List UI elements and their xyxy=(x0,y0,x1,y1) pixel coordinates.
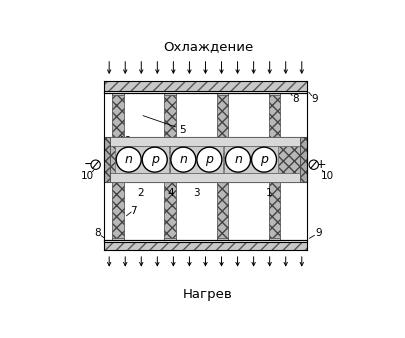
Bar xyxy=(106,173,304,183)
Circle shape xyxy=(91,160,100,169)
Bar xyxy=(106,137,304,146)
Text: +: + xyxy=(314,158,325,171)
Text: 2: 2 xyxy=(137,188,143,198)
Text: 1: 1 xyxy=(265,188,272,198)
Circle shape xyxy=(116,147,141,172)
Bar xyxy=(268,93,279,137)
Bar xyxy=(300,137,306,183)
Text: p: p xyxy=(260,153,267,166)
Text: 10: 10 xyxy=(80,171,94,181)
Bar xyxy=(216,93,228,137)
Bar xyxy=(216,238,228,242)
Text: p: p xyxy=(150,153,158,166)
Circle shape xyxy=(308,160,318,169)
Bar xyxy=(112,238,124,242)
Bar xyxy=(112,93,124,137)
Text: 6: 6 xyxy=(122,136,129,146)
Bar xyxy=(164,183,176,240)
Text: 8: 8 xyxy=(291,94,298,104)
Bar xyxy=(169,146,223,173)
Bar xyxy=(104,242,306,250)
Bar xyxy=(164,238,176,242)
Bar xyxy=(104,240,306,242)
Bar xyxy=(115,146,168,173)
Text: 7: 7 xyxy=(130,206,137,216)
Bar xyxy=(164,91,176,95)
Bar xyxy=(112,183,124,240)
Bar xyxy=(104,137,110,183)
Bar xyxy=(164,93,176,137)
Text: 9: 9 xyxy=(315,228,321,238)
Bar xyxy=(268,238,279,242)
Circle shape xyxy=(142,147,167,172)
Text: 9: 9 xyxy=(311,94,317,104)
Text: 10: 10 xyxy=(320,171,334,181)
Text: p: p xyxy=(205,153,213,166)
Bar xyxy=(104,137,306,183)
Bar xyxy=(216,91,228,95)
Bar xyxy=(104,81,306,91)
Bar xyxy=(216,183,228,240)
Text: 4: 4 xyxy=(166,188,173,198)
Circle shape xyxy=(196,147,221,172)
Bar xyxy=(224,146,277,173)
Bar xyxy=(112,91,124,95)
Bar xyxy=(104,91,306,93)
Text: n: n xyxy=(179,153,187,166)
Text: −: − xyxy=(83,158,94,171)
Text: Охлаждение: Охлаждение xyxy=(162,41,253,53)
Text: n: n xyxy=(124,153,132,166)
Circle shape xyxy=(251,147,276,172)
Circle shape xyxy=(171,147,195,172)
Bar xyxy=(268,183,279,240)
Text: Нагрев: Нагрев xyxy=(183,288,232,301)
Bar xyxy=(268,91,279,95)
Text: 5: 5 xyxy=(178,125,185,135)
Text: n: n xyxy=(234,153,241,166)
Circle shape xyxy=(225,147,250,172)
Text: 3: 3 xyxy=(192,188,199,198)
Text: 8: 8 xyxy=(94,228,100,238)
